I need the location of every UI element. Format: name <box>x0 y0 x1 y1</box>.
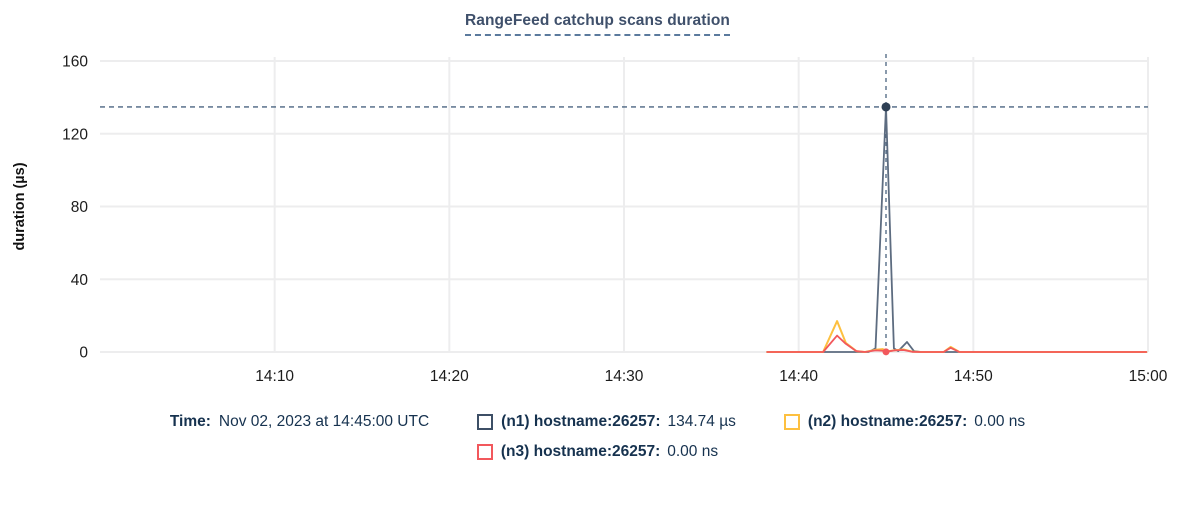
hover-point-marker <box>881 102 891 112</box>
y-tick-label: 0 <box>79 345 88 362</box>
legend-row-1: Time: Nov 02, 2023 at 14:45:00 UTC (n1) … <box>0 413 1195 431</box>
n3-series-swatch-icon <box>476 444 493 460</box>
series-line-n1 <box>766 106 1148 353</box>
y-tick-label: 120 <box>62 126 88 143</box>
legend-item-value: 0.00 ns <box>667 443 719 460</box>
legend-item-label: (n2) hostname:26257: <box>807 413 968 430</box>
x-tick-label: 14:20 <box>430 368 469 385</box>
y-tick-label: 40 <box>71 272 89 289</box>
legend-item-n1[interactable]: (n1) hostname:26257: 134.74 µs <box>477 413 736 431</box>
chart-title[interactable]: RangeFeed catchup scans duration <box>464 12 731 36</box>
time-value: Nov 02, 2023 at 14:45:00 UTC <box>218 413 430 430</box>
legend-row-2: (n3) hostname:26257: 0.00 ns <box>0 443 1195 461</box>
legend-item-value: 134.74 µs <box>667 413 736 430</box>
legend-item-n3[interactable]: (n3) hostname:26257: 0.00 ns <box>476 443 719 461</box>
x-tick-label: 15:00 <box>1129 368 1168 385</box>
hover-point-marker <box>882 348 890 356</box>
hover-time-readout: Time: Nov 02, 2023 at 14:45:00 UTC <box>170 413 429 431</box>
x-tick-label: 14:10 <box>255 368 294 385</box>
legend-item-value: 0.00 ns <box>974 413 1026 430</box>
x-tick-label: 14:50 <box>954 368 993 385</box>
x-tick-label: 14:30 <box>605 368 644 385</box>
x-tick-label: 14:40 <box>779 368 818 385</box>
y-tick-label: 80 <box>71 199 89 216</box>
chart-title-bar: RangeFeed catchup scans duration <box>0 12 1195 36</box>
timeseries-plot-area[interactable]: 0 40 80 120 160 14:10 14:20 14:30 14:40 14:50 15:0… <box>0 46 1195 406</box>
chart-legend: Time: Nov 02, 2023 at 14:45:00 UTC (n1) … <box>0 413 1195 461</box>
y-tick-label: 160 <box>62 54 88 71</box>
series-line-n2 <box>766 320 1148 353</box>
legend-item-label: (n3) hostname:26257: <box>500 443 661 460</box>
legend-item-label: (n1) hostname:26257: <box>501 413 661 430</box>
n2-series-swatch-icon <box>783 414 800 430</box>
legend-item-n2[interactable]: (n2) hostname:26257: 0.00 ns <box>783 413 1026 431</box>
time-label: Time: <box>169 413 211 430</box>
y-axis-label: duration (µs) <box>12 162 28 250</box>
n1-series-swatch-icon <box>477 414 494 430</box>
